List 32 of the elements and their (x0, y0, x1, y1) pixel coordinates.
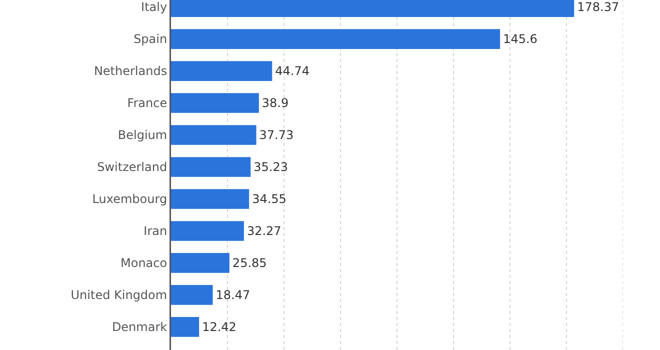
bar (171, 253, 230, 273)
y-tick-label: Switzerland (97, 160, 168, 174)
y-tick-label: Denmark (112, 320, 168, 334)
y-tick-label: Netherlands (94, 64, 168, 78)
bar (171, 317, 200, 337)
data-label: 38.9 (262, 96, 289, 110)
bar (171, 61, 272, 81)
bar (171, 29, 500, 49)
data-label: 18.47 (216, 288, 250, 302)
data-label: 37.73 (259, 128, 294, 142)
bar (171, 189, 250, 209)
data-label: 145.6 (503, 32, 538, 46)
data-label: 44.74 (275, 64, 310, 78)
data-label: 12.42 (202, 320, 236, 334)
bar (171, 157, 251, 177)
data-label: 25.85 (232, 256, 267, 270)
y-tick-label: France (127, 96, 168, 110)
y-tick-label: United Kingdom (70, 288, 168, 302)
bar (171, 125, 256, 145)
data-label: 32.27 (246, 224, 282, 238)
bar (171, 285, 213, 305)
y-tick-label: Luxembourg (92, 192, 168, 206)
y-tick-label: Spain (134, 32, 168, 46)
y-tick-label: Belgium (118, 128, 168, 142)
bar (171, 221, 244, 241)
y-tick-label: Iran (144, 224, 168, 238)
data-label: 178.37 (577, 0, 620, 14)
y-tick-label: Monaco (120, 256, 168, 270)
bar (171, 93, 259, 113)
y-tick-label: Italy (141, 0, 168, 14)
data-label: 35.23 (254, 160, 288, 174)
data-label: 34.55 (252, 192, 286, 206)
